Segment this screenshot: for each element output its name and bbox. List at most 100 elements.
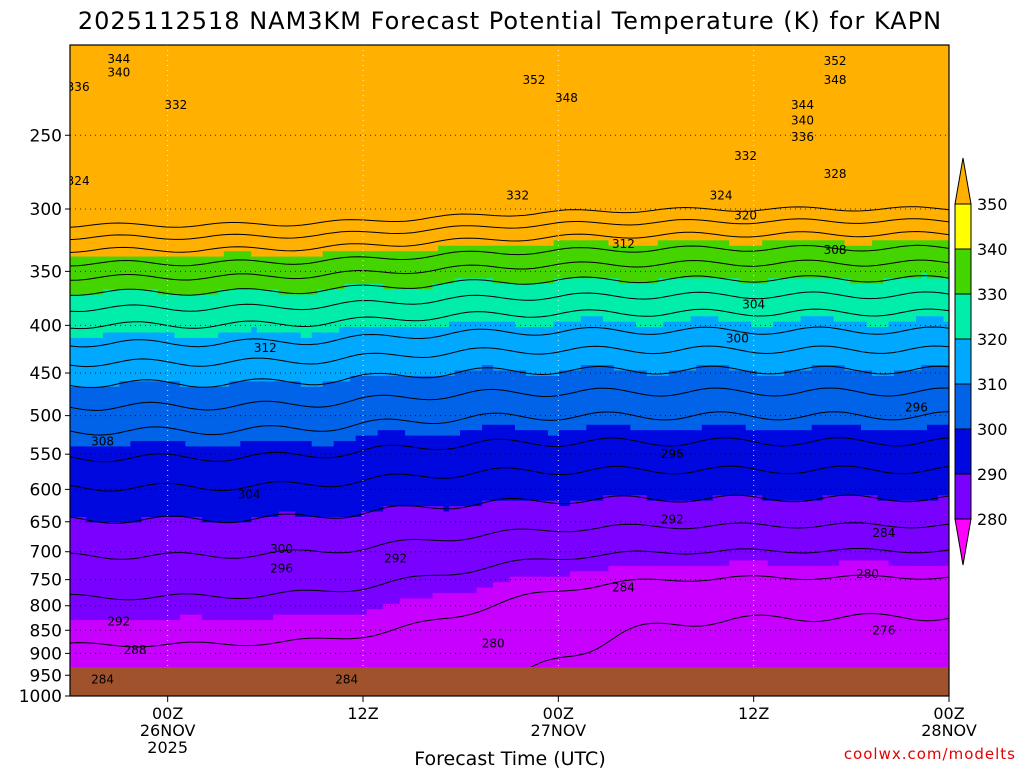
chart-title: 2025112518 NAM3KM Forecast Potential Tem… <box>78 7 942 35</box>
x-tick-label: 00Z <box>152 704 183 723</box>
contour-label: 340 <box>107 65 130 79</box>
contour-line <box>70 326 949 348</box>
contour-label: 320 <box>734 209 757 223</box>
contour-line <box>70 275 949 296</box>
x-axis-label: Forecast Time (UTC) <box>414 748 605 768</box>
contour-label: 292 <box>384 552 407 566</box>
colorbar-label: 320 <box>977 330 1008 349</box>
contour-label-text: 344 <box>791 98 814 112</box>
contour-label-text: 284 <box>335 672 358 686</box>
contour-label-text: 308 <box>824 243 847 257</box>
contour-line <box>70 522 949 560</box>
contour-label-text: 312 <box>612 237 635 251</box>
colorbar-segment <box>954 383 972 430</box>
x-tick-label: 2025 <box>147 738 188 757</box>
contour-label: 332 <box>164 98 187 112</box>
contour-label: 288 <box>124 643 147 657</box>
y-tick-label: 750 <box>30 571 62 591</box>
y-tick-label: 550 <box>30 445 62 465</box>
colorbar-arrow-bottom <box>954 518 972 566</box>
contour-label-text: 340 <box>107 65 130 79</box>
contour-label-text: 292 <box>107 615 130 629</box>
contour-label-text: 344 <box>107 52 130 66</box>
colorbar-label: 290 <box>977 465 1008 484</box>
contour-label-text: 348 <box>555 91 578 105</box>
contour-label-text: 288 <box>124 643 147 657</box>
contour-label: 296 <box>270 562 293 576</box>
contour-label-text: 300 <box>726 331 749 345</box>
contour-label: 284 <box>335 672 358 686</box>
colorbar: 350 340 330 320 310 300 290 280 <box>954 157 1008 566</box>
contour-label-text: 280 <box>856 567 879 581</box>
contour-line <box>70 308 949 330</box>
x-tick-label: 00Z <box>543 704 574 723</box>
contour-label: 336 <box>791 130 814 144</box>
colorbar-label: 310 <box>977 375 1008 394</box>
contour-label: 332 <box>506 188 529 202</box>
y-tick-label: 250 <box>30 126 62 146</box>
y-tick-label: 350 <box>30 262 62 282</box>
contour-label-text: 352 <box>522 73 545 87</box>
contour-label: 340 <box>791 113 814 127</box>
contour-label: 280 <box>482 636 505 650</box>
colorbar-arrow-top <box>954 157 972 205</box>
contour-label: 352 <box>824 54 847 68</box>
y-tick-label: 950 <box>30 666 62 686</box>
x-tick-label: 26NOV <box>140 721 196 740</box>
contour-label-text: 284 <box>872 526 895 540</box>
contour-label: 344 <box>107 52 130 66</box>
contour-label: 312 <box>612 237 635 251</box>
y-tick-label: 1000 <box>19 687 62 707</box>
plot-area: 3443403363323243523483323123523483443403… <box>67 45 949 696</box>
contour-line <box>70 548 949 601</box>
contour-label-text: 324 <box>67 174 90 188</box>
contour-label: 292 <box>107 615 130 629</box>
contour-line <box>70 437 949 463</box>
contour-label: 348 <box>555 91 578 105</box>
contour-label-text: 332 <box>506 188 529 202</box>
y-tick-label: 450 <box>30 364 62 384</box>
contour-label: 308 <box>824 243 847 257</box>
contour-label-text: 328 <box>824 167 847 181</box>
contour-label-text: 348 <box>824 73 847 87</box>
contour-label: 284 <box>91 672 114 686</box>
contour-label-text: 284 <box>91 672 114 686</box>
y-tick-label: 900 <box>30 644 62 664</box>
contour-line <box>70 345 949 368</box>
x-tick-label: 00Z <box>933 704 964 723</box>
contour-label-text: 308 <box>91 434 114 448</box>
contour-label: 296 <box>661 447 684 461</box>
contour-line <box>70 291 949 313</box>
colorbar-label: 300 <box>977 420 1008 439</box>
contour-label-text: 276 <box>872 623 895 637</box>
contour-label: 300 <box>270 542 293 556</box>
contour-line <box>70 206 949 228</box>
contour-line <box>70 365 949 389</box>
contour-label: 308 <box>91 434 114 448</box>
x-tick-label: 12Z <box>738 704 769 723</box>
contour-label-text: 336 <box>791 130 814 144</box>
y-tick-label: 600 <box>30 480 62 500</box>
contour-label: 276 <box>872 623 895 637</box>
gridlines <box>70 45 949 696</box>
y-tick-label: 650 <box>30 513 62 533</box>
contour-label-text: 296 <box>270 562 293 576</box>
colorbar-segment <box>954 293 972 340</box>
contour-lines <box>70 206 949 696</box>
contour-line <box>70 244 949 267</box>
contour-line <box>70 574 949 648</box>
x-tick-label: 27NOV <box>531 721 587 740</box>
contour-label: 304 <box>238 488 261 502</box>
contour-label: 300 <box>726 331 749 345</box>
contour-label: 332 <box>734 149 757 163</box>
colorbar-label: 340 <box>977 240 1008 259</box>
contour-label-text: 336 <box>67 80 90 94</box>
colorbar-segment <box>954 338 972 385</box>
y-tick-label: 800 <box>30 597 62 617</box>
x-tick-label: 28NOV <box>921 721 977 740</box>
contour-label-text: 296 <box>905 400 928 414</box>
contour-label-text: 304 <box>238 488 261 502</box>
contour-label: 292 <box>661 512 684 526</box>
